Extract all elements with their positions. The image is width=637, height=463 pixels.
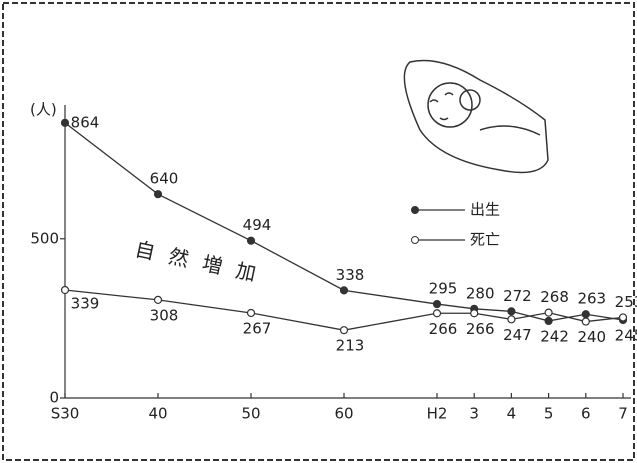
x-tick-label: 40 (148, 405, 167, 423)
value-label: 247 (503, 326, 532, 344)
series-line (64, 289, 624, 331)
point (339, 326, 349, 335)
point (581, 310, 590, 319)
point (618, 313, 628, 322)
value-label: 263 (577, 290, 606, 308)
point (507, 315, 516, 324)
x-tick-label: 5 (544, 405, 554, 423)
x-tick-label: 50 (241, 405, 260, 423)
legend-marker (411, 206, 419, 214)
x-tick-label: 60 (334, 405, 353, 423)
value-label: 864 (71, 113, 100, 131)
x-tick-label: 3 (469, 405, 479, 423)
point (544, 308, 553, 317)
point (246, 308, 256, 318)
value-label: 280 (466, 284, 495, 302)
legend-marker (411, 236, 419, 244)
value-label: 213 (336, 337, 365, 355)
value-label: 295 (429, 280, 458, 298)
value-label: 267 (243, 319, 272, 337)
point (153, 295, 163, 305)
point (544, 316, 553, 326)
point (153, 190, 163, 199)
value-label: 253 (615, 293, 637, 311)
point (432, 309, 442, 318)
value-label: 240 (577, 328, 606, 346)
y-unit: (人) (30, 101, 57, 119)
baby-illustration (403, 59, 549, 174)
legend-label: 出生 (470, 201, 500, 219)
point (432, 299, 442, 309)
value-label: 494 (243, 216, 272, 234)
y-tick-label: 500 (30, 229, 59, 247)
value-label: 308 (150, 306, 179, 324)
value-label: 242 (540, 327, 569, 345)
x-tick-label: 6 (581, 405, 591, 423)
annotation: 自 然 増 加 (133, 237, 262, 287)
point (339, 286, 349, 295)
point (246, 236, 256, 245)
point (507, 307, 516, 316)
point (581, 317, 590, 326)
x-tick-label: 4 (507, 405, 517, 423)
legend-label: 死亡 (470, 231, 500, 249)
value-label: 272 (503, 287, 532, 305)
point (470, 309, 479, 318)
value-label: 266 (429, 320, 458, 338)
x-tick-label: H2 (427, 405, 448, 423)
value-label: 268 (540, 288, 569, 306)
value-label: 245 (615, 326, 637, 344)
value-label: 266 (466, 320, 495, 338)
point (60, 118, 70, 127)
value-label: 640 (150, 170, 179, 188)
x-tick-label: S30 (51, 405, 80, 423)
point (60, 285, 70, 295)
value-label: 338 (336, 266, 365, 284)
x-tick-label: 7 (618, 405, 628, 423)
value-label: 339 (71, 295, 100, 313)
y-tick-label: 0 (49, 389, 59, 407)
